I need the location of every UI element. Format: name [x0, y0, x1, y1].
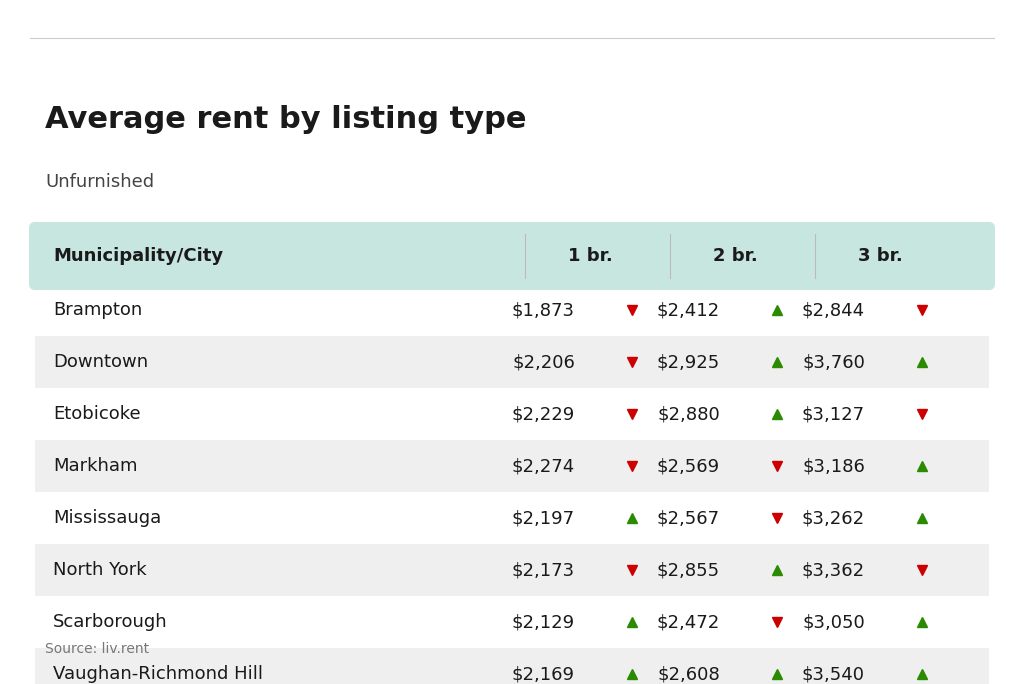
Text: $2,567: $2,567 — [656, 509, 720, 527]
Text: 1 br.: 1 br. — [567, 247, 612, 265]
Text: $3,186: $3,186 — [802, 457, 865, 475]
Text: Municipality/City: Municipality/City — [53, 247, 223, 265]
Text: $3,262: $3,262 — [802, 509, 865, 527]
Text: Scarborough: Scarborough — [53, 613, 168, 631]
Text: $3,127: $3,127 — [802, 405, 865, 423]
Text: $2,880: $2,880 — [657, 405, 720, 423]
Bar — [35, 544, 989, 596]
FancyBboxPatch shape — [29, 222, 995, 290]
Text: $2,412: $2,412 — [656, 301, 720, 319]
Text: $2,925: $2,925 — [656, 353, 720, 371]
Text: $2,844: $2,844 — [802, 301, 865, 319]
Text: Downtown: Downtown — [53, 353, 148, 371]
Text: $3,760: $3,760 — [802, 353, 865, 371]
Text: North York: North York — [53, 561, 146, 579]
Text: $2,608: $2,608 — [657, 665, 720, 683]
Text: $1,873: $1,873 — [512, 301, 575, 319]
Text: $2,197: $2,197 — [512, 509, 575, 527]
Text: $2,569: $2,569 — [656, 457, 720, 475]
Bar — [35, 440, 989, 492]
Text: Source: liv.rent: Source: liv.rent — [45, 642, 150, 656]
Text: $2,855: $2,855 — [656, 561, 720, 579]
Text: Vaughan-Richmond Hill: Vaughan-Richmond Hill — [53, 665, 263, 683]
Text: $2,173: $2,173 — [512, 561, 575, 579]
Bar — [35, 648, 989, 684]
Text: 3 br.: 3 br. — [858, 247, 902, 265]
Text: $3,540: $3,540 — [802, 665, 865, 683]
Text: $2,229: $2,229 — [512, 405, 575, 423]
Text: Average rent by listing type: Average rent by listing type — [45, 105, 526, 134]
Text: $2,472: $2,472 — [656, 613, 720, 631]
Text: Markham: Markham — [53, 457, 137, 475]
Text: $2,206: $2,206 — [512, 353, 575, 371]
Text: Etobicoke: Etobicoke — [53, 405, 140, 423]
Text: Mississauga: Mississauga — [53, 509, 161, 527]
Text: Unfurnished: Unfurnished — [45, 173, 155, 191]
Text: 2 br.: 2 br. — [713, 247, 758, 265]
Text: $3,362: $3,362 — [802, 561, 865, 579]
Text: $2,129: $2,129 — [512, 613, 575, 631]
Text: $2,169: $2,169 — [512, 665, 575, 683]
Text: $2,274: $2,274 — [512, 457, 575, 475]
Bar — [35, 336, 989, 388]
Text: $3,050: $3,050 — [802, 613, 865, 631]
Text: Brampton: Brampton — [53, 301, 142, 319]
